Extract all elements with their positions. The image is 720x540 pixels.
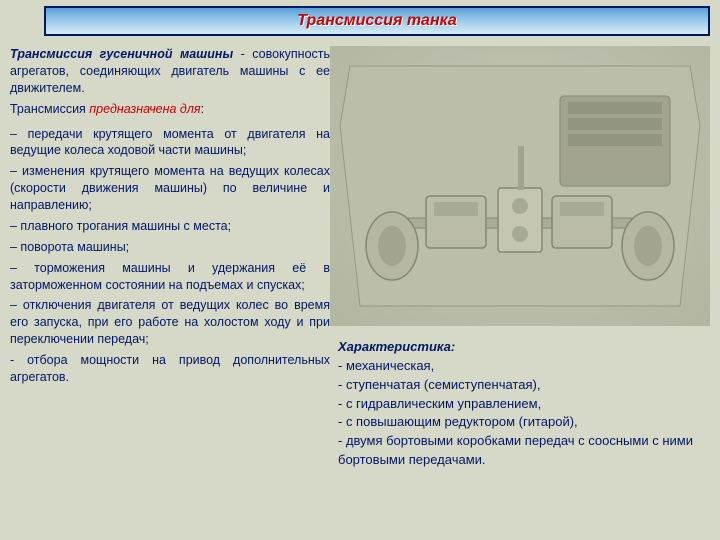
characteristics-block: Характеристика: - механическая, - ступен… (338, 338, 710, 470)
intro-line2-suffix: : (201, 102, 204, 116)
characteristics-title: Характеристика: (338, 338, 710, 357)
intro-line2: Трансмиссия предназначена для: (10, 101, 330, 118)
functions-item: – плавного трогания машины с места; (10, 218, 330, 235)
left-text-block: Трансмиссия гусеничной машины - совокупн… (10, 46, 330, 390)
characteristics-item: - механическая, (338, 357, 710, 376)
functions-item: – торможения машины и удержания её в зат… (10, 260, 330, 294)
intro-term: Трансмиссия гусеничной машины (10, 47, 233, 61)
intro-dash: - (233, 47, 252, 61)
functions-list: – передачи крутящего момента от двигател… (10, 126, 330, 386)
characteristics-item: - с повышающим редуктором (гитарой), (338, 413, 710, 432)
intro-line2-red: предназначена для (89, 102, 200, 116)
functions-item: – изменения крутящего момента на ведущих… (10, 163, 330, 214)
intro-paragraph: Трансмиссия гусеничной машины - совокупн… (10, 46, 330, 97)
characteristics-item: - двумя бортовыми коробками передач с со… (338, 432, 710, 470)
transmission-illustration (330, 46, 710, 326)
title-banner: Трансмиссия танка (44, 6, 710, 36)
functions-item: – отключения двигателя от ведущих колес … (10, 297, 330, 348)
characteristics-item: - с гидравлическим управлением, (338, 395, 710, 414)
characteristics-item: - ступенчатая (семиступенчатая), (338, 376, 710, 395)
functions-item: – поворота машины; (10, 239, 330, 256)
functions-item: – передачи крутящего момента от двигател… (10, 126, 330, 160)
page-title: Трансмиссия танка (297, 12, 457, 30)
functions-item: - отбора мощности на привод дополнительн… (10, 352, 330, 386)
intro-line2-prefix: Трансмиссия (10, 102, 89, 116)
